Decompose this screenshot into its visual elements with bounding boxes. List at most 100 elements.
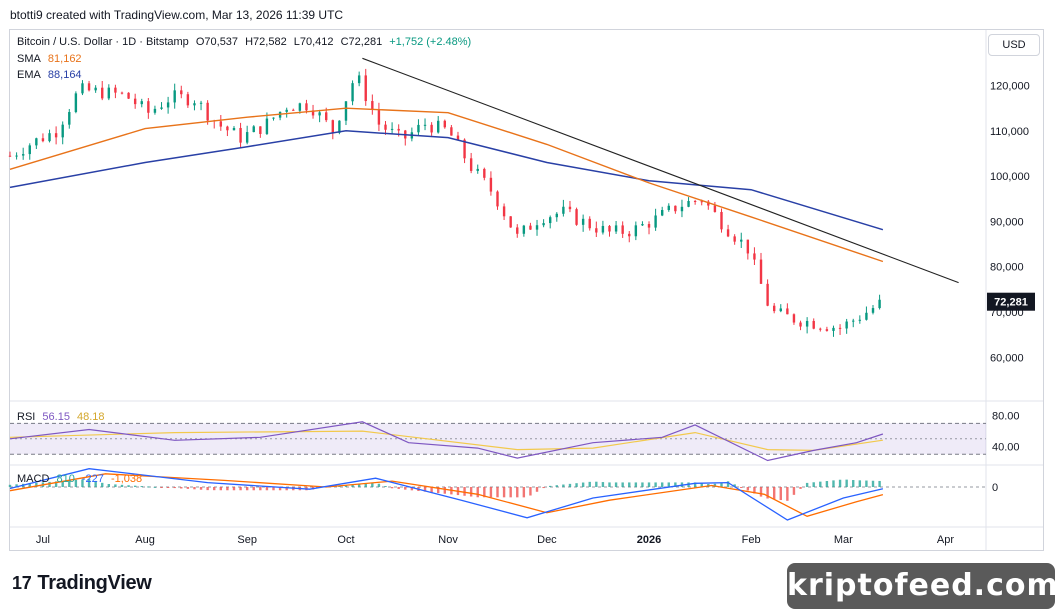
candle-body (799, 322, 802, 327)
time-tick-label: Feb (742, 534, 761, 546)
candle-body (68, 112, 71, 125)
macd-histogram-bar (371, 482, 374, 487)
macd-histogram-bar (423, 487, 427, 492)
candle-body (707, 201, 710, 206)
rsi-ma-line (9, 430, 883, 452)
candle-body (206, 102, 209, 121)
rsi-legend[interactable]: RSI 56.15 48.18 (17, 411, 109, 423)
candle-body (825, 329, 829, 331)
candle-body (140, 101, 143, 105)
macd-histogram-bar (94, 480, 97, 487)
candle-body (601, 225, 605, 233)
candle-body (193, 103, 196, 106)
macd-histogram-bar (529, 487, 532, 496)
macd-histogram-bar (674, 482, 677, 487)
candle-body (153, 108, 157, 113)
symbol-label[interactable]: Bitcoin / U.S. Dollar · 1D · Bitstamp (17, 36, 189, 48)
macd-histogram-bar (357, 483, 361, 487)
candle-body (298, 103, 302, 111)
sma-legend[interactable]: SMA 81,162 (17, 53, 86, 65)
candle-body (35, 138, 38, 146)
macd-histogram-bar (344, 484, 348, 487)
candle-body (476, 168, 479, 171)
candle-body (272, 117, 275, 119)
candle-body (469, 158, 473, 171)
candle-body (562, 206, 565, 214)
candle-body (239, 127, 242, 143)
candle-body (74, 93, 78, 113)
macd-histogram-bar (522, 487, 526, 498)
macd-histogram-bar (259, 487, 262, 491)
macd-histogram-bar (581, 482, 585, 487)
macd-histogram-bar (845, 479, 848, 487)
candle-body (318, 112, 321, 116)
candle-body (614, 225, 618, 232)
macd-histogram-bar (127, 485, 130, 487)
macd-histogram-bar (489, 487, 493, 498)
rsi-ma-value: 48.18 (77, 411, 105, 423)
candle-body (252, 126, 255, 133)
candle-body (61, 124, 64, 138)
candle-body (120, 92, 124, 94)
macd-histogram-bar (588, 481, 591, 487)
macd-histogram-bar (384, 486, 387, 488)
candle-body (805, 320, 809, 327)
macd-histogram-bar (667, 482, 670, 487)
macd-histogram-bar (397, 487, 400, 489)
ema-legend[interactable]: EMA 88,164 (17, 69, 86, 81)
currency-button[interactable]: USD (988, 34, 1040, 56)
macd-histogram-bar (641, 482, 644, 487)
macd-histogram-bar (153, 486, 157, 488)
candle-body (489, 177, 493, 192)
candle-body (483, 168, 486, 178)
macd-histogram-bar (871, 480, 875, 487)
macd-histogram-bar (726, 481, 730, 487)
candle-body (41, 138, 45, 142)
chart-attribution: btotti9 created with TradingView.com, Ma… (10, 8, 344, 22)
ema-line (9, 130, 884, 231)
macd-histogram-bar (463, 487, 466, 496)
candle-body (357, 75, 361, 84)
macd-histogram-bar (819, 481, 822, 487)
macd-histogram-bar (404, 487, 407, 490)
candle-body (628, 233, 631, 237)
macd-histogram-bar (285, 487, 288, 491)
candle-body (285, 109, 288, 112)
time-tick-label: 2026 (637, 534, 661, 546)
tradingview-logo[interactable]: 17 TradingView (12, 572, 152, 595)
candle-body (819, 328, 822, 330)
candle-body (509, 216, 512, 228)
time-tick-label: Sep (237, 534, 257, 546)
candle-body (779, 308, 782, 312)
candle-body (265, 118, 269, 134)
macd-histogram-bar (555, 485, 558, 487)
candle-body (680, 206, 684, 212)
sma-value: 81,162 (47, 53, 82, 65)
candle-body (311, 110, 315, 116)
candle-body (325, 112, 328, 121)
macd-histogram-bar (825, 481, 829, 487)
macd-histogram-bar (878, 480, 881, 487)
candle-body (423, 124, 427, 126)
macd-histogram-bar (799, 487, 802, 489)
macd-histogram-bar (8, 484, 12, 487)
macd-histogram-bar (469, 487, 473, 497)
macd-histogram-bar (733, 484, 736, 487)
price-tick-label: 100,000 (990, 171, 1030, 183)
macd-histogram-bar (496, 487, 499, 498)
candle-body (377, 109, 381, 125)
macd-histogram-bar (628, 482, 631, 487)
macd-histogram-bar (390, 487, 394, 489)
macd-label: MACD (17, 473, 50, 485)
macd-legend[interactable]: MACD 810 -227 -1,038 (17, 473, 146, 485)
candle-body (759, 259, 763, 284)
macd-histogram-bar (838, 479, 842, 487)
candle-body (772, 305, 776, 312)
macd-histogram-bar (81, 479, 84, 487)
macd-histogram-bar (232, 487, 236, 491)
macd-histogram-bar (206, 487, 209, 491)
last-price-label: 72,281 (994, 297, 1028, 309)
candle-body (647, 224, 651, 228)
macd-histogram-bar (700, 483, 703, 487)
